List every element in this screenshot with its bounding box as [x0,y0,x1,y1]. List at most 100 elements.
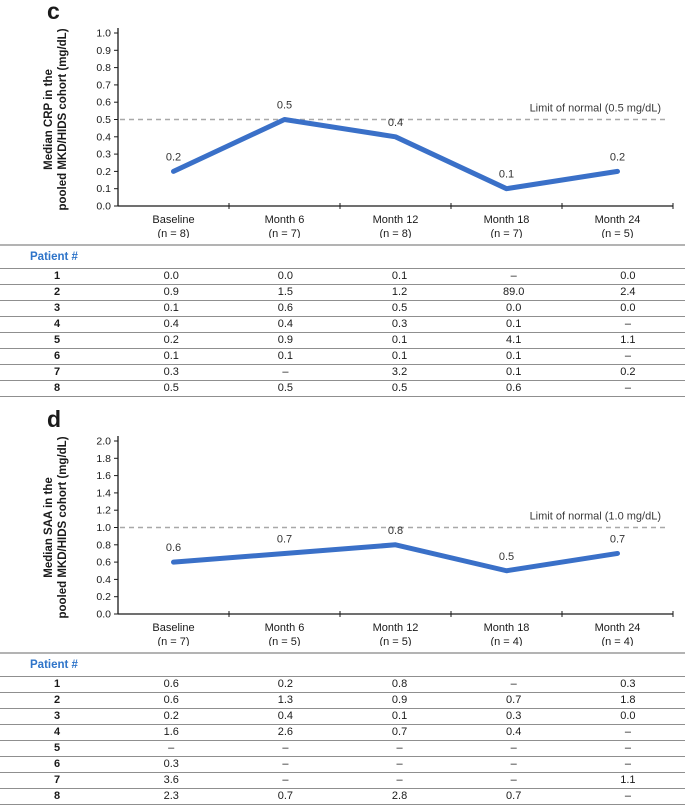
patient-number-header: Patient # [30,659,78,671]
value-cell: 0.4 [456,724,571,741]
crp-line-chart: 0.0 0.1 0.2 0.3 0.4 0.5 0.6 0.7 0.8 0.9 1.0 Limit o… [43,28,674,238]
value-cell: 0.2 [114,708,229,725]
y-tick-label: 2.0 [96,436,111,448]
limit-of-normal-label: Limit of normal (1.0 mg/dL) [530,511,661,523]
patient-row: 4 0.4 0.4 0.3 0.1– [0,316,685,333]
y-tick-label: 0.0 [96,609,111,621]
y-tick-label: 0.8 [96,539,111,551]
category-n-label: (n = 5) [268,636,300,646]
y-tick-label: 0.2 [96,166,111,178]
panel-letter-c: c [47,0,60,24]
value-cell: 0.7 [228,788,343,805]
empty-header-cell [342,653,456,677]
y-tick-label: 1.6 [96,470,111,482]
patient-number-cell: 1 [0,268,115,285]
value-cell: 0.2 [114,332,229,349]
category-label: Month 6 [265,214,305,226]
data-point-label: 0.2 [610,151,625,163]
value-cell: 0.0 [570,708,685,725]
value-cell: 0.0 [570,300,685,317]
value-cell: 0.1 [114,348,229,365]
value-cell: – [456,740,571,757]
saa-patient-table: Patient #1 0.6 0.2 0.8–0.3 2 0.6 1.3 0.9 0.7 1.8 3… [0,652,685,805]
value-cell: 0.2 [570,364,685,381]
data-point-label: 0.1 [499,169,514,181]
patient-row: 5 0.2 0.9 0.1 4.1 1.1 [0,332,685,349]
y-axis-title: Median CRP in the pooled MKD/HIDS cohort … [43,28,69,210]
data-point-label: 0.2 [166,151,181,163]
value-cell: 2.6 [228,724,343,741]
value-cell: 2.3 [114,788,229,805]
empty-header-cell [457,245,571,269]
empty-header-cell [571,245,685,269]
value-cell: 0.4 [114,316,229,333]
patient-number-cell: 8 [0,788,115,805]
category-n-label: (n = 5) [601,228,633,238]
patient-number-cell: 4 [0,316,115,333]
value-cell: 0.1 [342,268,457,285]
empty-header-cell [342,245,456,269]
value-cell: – [570,316,685,333]
panel-saa: d 0.0 0.2 0.4 0.6 0.8 1.0 1.2 1.4 1.6 1.8 2.0 Limit… [0,408,685,805]
data-point-label: 0.7 [610,533,625,545]
value-cell: 0.3 [114,364,229,381]
data-point-label: 0.7 [277,533,292,545]
empty-header-cell [457,653,571,677]
category-label: Month 24 [595,214,641,226]
value-cell: – [570,724,685,741]
value-cell: 0.1 [228,348,343,365]
value-cell: 0.1 [342,332,457,349]
value-cell: 1.1 [570,772,685,789]
value-cell: 0.7 [456,788,571,805]
value-cell: 0.5 [342,380,457,397]
y-tick-label: 0.5 [96,114,111,126]
y-tick-label: 0.4 [96,574,111,586]
empty-header-cell [228,245,342,269]
y-tick-label: 0.7 [96,79,111,91]
patient-row: 2 0.9 1.5 1.2 89.0 2.4 [0,284,685,301]
value-cell: 1.1 [570,332,685,349]
category-label: Month 24 [595,622,641,634]
data-point-label: 0.5 [277,100,292,112]
value-cell: 0.1 [456,364,571,381]
value-cell: 0.0 [228,268,343,285]
value-cell: – [570,348,685,365]
patient-row: 6 0.1 0.1 0.1 0.1– [0,348,685,365]
patient-row: 8 0.5 0.5 0.5 0.6– [0,380,685,397]
data-point-label: 0.4 [388,117,403,129]
value-cell: 0.3 [342,316,457,333]
y-tick-label: 1.0 [96,28,111,40]
value-cell: 0.3 [570,676,685,693]
patient-row: 2 0.6 1.3 0.9 0.7 1.8 [0,692,685,709]
category-label: Baseline [152,622,194,634]
patient-row: 1 0.6 0.2 0.8–0.3 [0,676,685,693]
y-tick-label: 0.6 [96,557,111,569]
value-cell: 0.1 [342,348,457,365]
patient-row: 4 1.6 2.6 0.7 0.4– [0,724,685,741]
value-cell: 0.1 [456,348,571,365]
category-n-label: (n = 4) [490,636,522,646]
value-cell: – [570,756,685,773]
value-cell: – [342,740,457,757]
patient-table-header-row: Patient # [0,653,685,677]
y-tick-label: 0.0 [96,201,111,213]
y-tick-label: 1.0 [96,522,111,534]
value-cell: 3.2 [342,364,457,381]
value-cell: – [228,364,343,381]
value-cell: – [228,772,343,789]
category-label: Month 18 [484,214,530,226]
patient-number-cell: 1 [0,676,115,693]
category-label: Month 12 [373,214,419,226]
value-cell: – [456,772,571,789]
value-cell: 4.1 [456,332,571,349]
y-tick-label: 1.8 [96,453,111,465]
value-cell: 0.1 [114,300,229,317]
empty-header-cell [571,653,685,677]
value-cell: – [456,676,571,693]
patient-row: 5– – – – – [0,740,685,757]
patient-number-cell: 7 [0,364,115,381]
value-cell: 0.2 [228,676,343,693]
value-cell: 0.3 [114,756,229,773]
category-label: Month 12 [373,622,419,634]
